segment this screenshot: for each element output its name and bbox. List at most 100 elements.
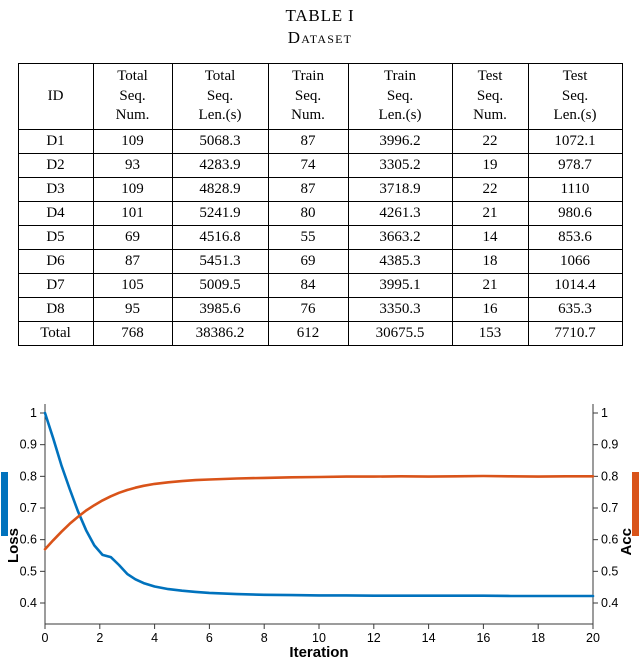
data-cell: 69 bbox=[267, 248, 349, 274]
right-tick-label: 0.6 bbox=[601, 533, 618, 547]
data-cell: 80 bbox=[267, 200, 349, 226]
data-cell: 109 bbox=[92, 176, 173, 202]
x-tick-label: 16 bbox=[476, 631, 490, 645]
row-id-cell: D8 bbox=[17, 296, 94, 322]
data-cell: 1014.4 bbox=[527, 272, 623, 298]
data-cell: 4385.3 bbox=[347, 248, 453, 274]
data-cell: 14 bbox=[451, 224, 529, 250]
data-cell: 109 bbox=[92, 128, 173, 154]
row-id-cell: D4 bbox=[17, 200, 94, 226]
data-cell: 4261.3 bbox=[347, 200, 453, 226]
data-cell: 87 bbox=[267, 176, 349, 202]
table-row: D4 101 5241.9 80 4261.3 21 980.6 bbox=[17, 200, 623, 226]
data-cell: 3995.1 bbox=[347, 272, 453, 298]
column-header: Test Seq. Len.(s) bbox=[527, 63, 623, 130]
training-chart: 0.4 0.5 0.6 0.7 0.8 0.9 1 0.4 0.5 0.6 0.7 0.8 0.9 1 0 2… bbox=[0, 396, 640, 670]
row-id-cell: D7 bbox=[17, 272, 94, 298]
data-cell: 22 bbox=[451, 176, 529, 202]
data-cell: 3305.2 bbox=[347, 152, 453, 178]
table-body: D1 109 5068.3 87 3996.2 22 1072.1 D2 93 4283.9 74 3… bbox=[17, 128, 623, 346]
data-cell: 19 bbox=[451, 152, 529, 178]
data-cell: 4828.9 bbox=[171, 176, 269, 202]
table-row: Total 768 38386.2 612 30675.5 153 7710.7 bbox=[17, 320, 623, 346]
acc-axis-color-bar bbox=[632, 472, 639, 536]
chart-plot-area: 0.40.50.60.70.80.910.40.50.60.70.80.910 2… bbox=[20, 404, 618, 645]
x-tick-label: 20 bbox=[586, 631, 600, 645]
data-cell: 101 bbox=[92, 200, 173, 226]
data-cell: 4516.8 bbox=[171, 224, 269, 250]
acc-line bbox=[43, 474, 595, 551]
table-row: D8 95 3985.6 76 3350.3 16 635.3 bbox=[17, 296, 623, 322]
data-cell: 980.6 bbox=[527, 200, 623, 226]
table-row: D1 109 5068.3 87 3996.2 22 1072.1 bbox=[17, 128, 623, 154]
column-header: Train Seq. Len.(s) bbox=[347, 63, 453, 130]
right-tick-label: 0.4 bbox=[601, 596, 618, 610]
loss-line bbox=[43, 411, 595, 598]
data-cell: 853.6 bbox=[527, 224, 623, 250]
data-cell: 76 bbox=[267, 296, 349, 322]
id-column-header: ID bbox=[17, 63, 94, 130]
left-axis-label: Loss bbox=[5, 528, 22, 564]
x-tick-label: 18 bbox=[531, 631, 545, 645]
data-cell: 5068.3 bbox=[171, 128, 269, 154]
x-tick-label: 4 bbox=[151, 631, 158, 645]
data-cell: 978.7 bbox=[527, 152, 623, 178]
right-tick-label: 1 bbox=[601, 406, 608, 420]
data-cell: 5009.5 bbox=[171, 272, 269, 298]
x-tick-label: 12 bbox=[367, 631, 381, 645]
table-row: D3 109 4828.9 87 3718.9 22 1110 bbox=[17, 176, 623, 202]
data-cell: 1072.1 bbox=[527, 128, 623, 154]
data-cell: 87 bbox=[92, 248, 173, 274]
column-header: Test Seq. Num. bbox=[451, 63, 529, 130]
left-tick-label: 0.8 bbox=[20, 469, 37, 483]
left-tick-label: 0.5 bbox=[20, 564, 37, 578]
row-id-cell: D6 bbox=[17, 248, 94, 274]
column-header: Total Seq. Num. bbox=[92, 63, 173, 130]
data-cell: 153 bbox=[451, 320, 529, 346]
left-tick-label: 0.4 bbox=[20, 596, 37, 610]
x-axis-label: Iteration bbox=[289, 644, 349, 661]
data-cell: 3996.2 bbox=[347, 128, 453, 154]
data-cell: 105 bbox=[92, 272, 173, 298]
x-tick-label: 0 bbox=[42, 631, 49, 645]
dataset-table: ID Total Seq. Num. Total Seq. Len.(s) Trai… bbox=[17, 63, 623, 346]
data-cell: 7710.7 bbox=[527, 320, 623, 346]
x-tick-label: 10 bbox=[312, 631, 326, 645]
row-id-cell: D5 bbox=[17, 224, 94, 250]
table-row: D5 69 4516.8 55 3663.2 14 853.6 bbox=[17, 224, 623, 250]
row-id-cell: D2 bbox=[17, 152, 94, 178]
data-cell: 612 bbox=[267, 320, 349, 346]
right-tick-label: 0.5 bbox=[601, 564, 618, 578]
right-axis-label: Acc bbox=[618, 528, 635, 556]
data-cell: 5241.9 bbox=[171, 200, 269, 226]
x-tick-label: 2 bbox=[96, 631, 103, 645]
data-cell: 95 bbox=[92, 296, 173, 322]
x-tick-label: 6 bbox=[206, 631, 213, 645]
data-cell: 768 bbox=[92, 320, 173, 346]
data-cell: 4283.9 bbox=[171, 152, 269, 178]
loss-axis-color-bar bbox=[1, 472, 8, 536]
left-tick-label: 0.7 bbox=[20, 501, 37, 515]
column-header: Total Seq. Len.(s) bbox=[171, 63, 269, 130]
row-id-cell: D1 bbox=[17, 128, 94, 154]
data-cell: 3350.3 bbox=[347, 296, 453, 322]
data-cell: 30675.5 bbox=[347, 320, 453, 346]
table-header-row: ID Total Seq. Num. Total Seq. Len.(s) Trai… bbox=[17, 63, 623, 130]
table-row: D2 93 4283.9 74 3305.2 19 978.7 bbox=[17, 152, 623, 178]
table-number: TABLE I bbox=[285, 6, 355, 25]
data-cell: 3663.2 bbox=[347, 224, 453, 250]
data-cell: 21 bbox=[451, 200, 529, 226]
data-cell: 21 bbox=[451, 272, 529, 298]
row-id-cell: D3 bbox=[17, 176, 94, 202]
table-caption: TABLE I Dataset bbox=[0, 6, 640, 48]
data-cell: 74 bbox=[267, 152, 349, 178]
right-tick-label: 0.9 bbox=[601, 438, 618, 452]
data-cell: 16 bbox=[451, 296, 529, 322]
table-row: D6 87 5451.3 69 4385.3 18 1066 bbox=[17, 248, 623, 274]
data-cell: 22 bbox=[451, 128, 529, 154]
data-cell: 5451.3 bbox=[171, 248, 269, 274]
right-tick-label: 0.8 bbox=[601, 469, 618, 483]
data-cell: 3985.6 bbox=[171, 296, 269, 322]
left-tick-label: 1 bbox=[30, 406, 37, 420]
right-tick-label: 0.7 bbox=[601, 501, 618, 515]
